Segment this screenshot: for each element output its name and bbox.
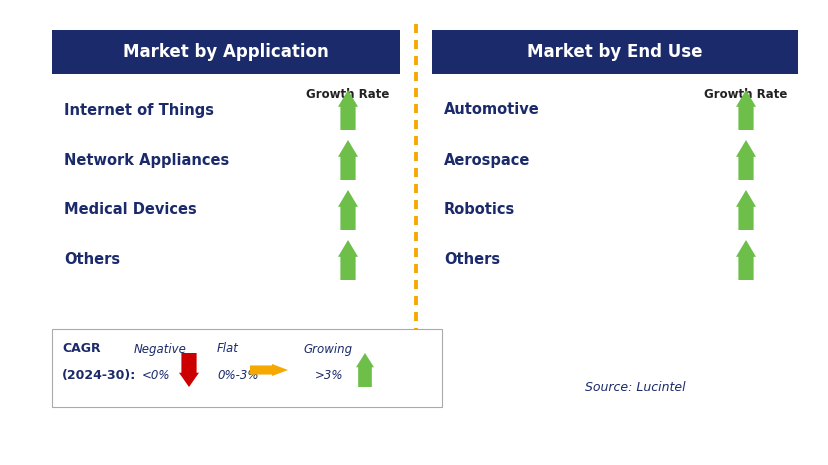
Text: Aerospace: Aerospace xyxy=(444,153,530,167)
Text: (2024-30):: (2024-30): xyxy=(62,368,136,381)
FancyBboxPatch shape xyxy=(52,30,400,74)
Text: Flat: Flat xyxy=(217,343,238,356)
Text: Growth Rate: Growth Rate xyxy=(306,87,389,100)
Polygon shape xyxy=(338,190,358,230)
Text: Others: Others xyxy=(444,252,499,267)
Text: Market by Application: Market by Application xyxy=(123,43,329,61)
Polygon shape xyxy=(338,240,358,280)
Text: Others: Others xyxy=(64,252,120,267)
Text: CAGR: CAGR xyxy=(62,343,100,356)
FancyBboxPatch shape xyxy=(431,30,797,74)
Polygon shape xyxy=(250,364,287,376)
Text: Robotics: Robotics xyxy=(444,202,515,218)
Polygon shape xyxy=(735,90,755,130)
Text: Growth Rate: Growth Rate xyxy=(704,87,787,100)
Text: <0%: <0% xyxy=(142,368,171,381)
Text: Market by End Use: Market by End Use xyxy=(527,43,702,61)
Text: Network Appliances: Network Appliances xyxy=(64,153,229,167)
Polygon shape xyxy=(338,90,358,130)
FancyBboxPatch shape xyxy=(52,329,441,407)
Text: Internet of Things: Internet of Things xyxy=(64,102,214,118)
Text: >3%: >3% xyxy=(315,368,343,381)
Polygon shape xyxy=(338,140,358,180)
Text: Automotive: Automotive xyxy=(444,102,539,118)
Polygon shape xyxy=(179,353,199,387)
Polygon shape xyxy=(735,190,755,230)
Polygon shape xyxy=(355,353,373,387)
Text: Source: Lucintel: Source: Lucintel xyxy=(584,380,685,393)
Polygon shape xyxy=(735,240,755,280)
Text: Negative: Negative xyxy=(134,343,186,356)
Polygon shape xyxy=(735,140,755,180)
Text: 0%-3%: 0%-3% xyxy=(217,368,258,381)
Text: Medical Devices: Medical Devices xyxy=(64,202,196,218)
Text: Growing: Growing xyxy=(303,343,352,356)
